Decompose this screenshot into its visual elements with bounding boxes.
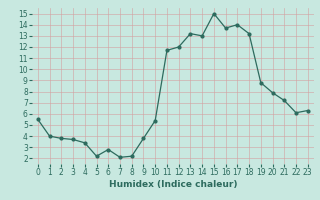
X-axis label: Humidex (Indice chaleur): Humidex (Indice chaleur) bbox=[108, 180, 237, 189]
